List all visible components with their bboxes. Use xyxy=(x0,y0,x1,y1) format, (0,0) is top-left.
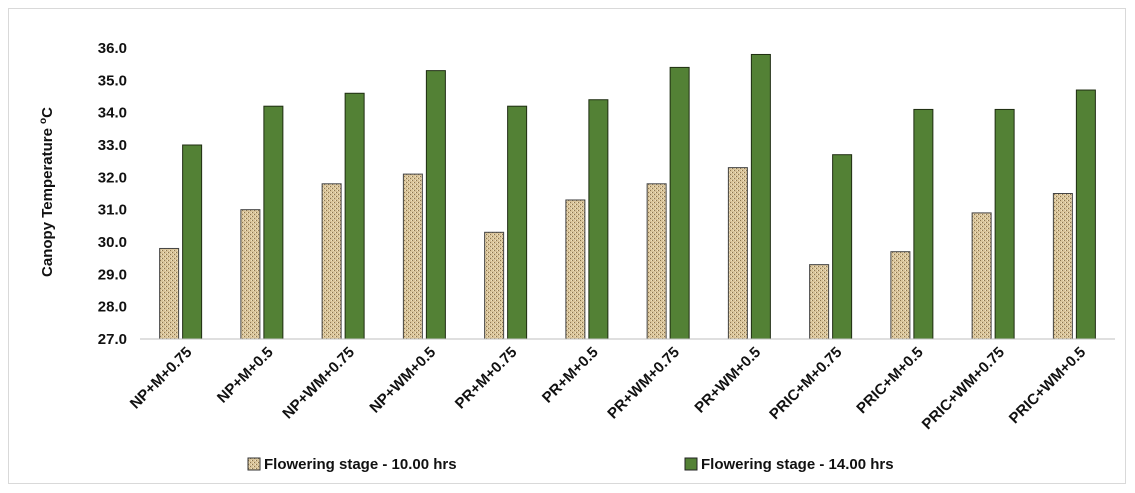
bar-14hrs xyxy=(994,108,1015,340)
bar-14hrs xyxy=(913,108,934,340)
bar-10hrs xyxy=(321,183,342,340)
bar-14hrs xyxy=(182,144,203,340)
x-category-label: PR+WM+0.5 xyxy=(691,344,764,417)
bar-14hrs xyxy=(588,99,609,340)
y-tick-label: 31.0 xyxy=(98,202,127,219)
y-tick-label: 32.0 xyxy=(98,169,127,186)
legend-label-10hrs: Flowering stage - 10.00 hrs xyxy=(264,456,457,473)
bar-14hrs xyxy=(750,53,771,340)
bar-10hrs xyxy=(484,231,505,340)
y-tick-label: 27.0 xyxy=(98,331,127,348)
y-axis-ticks: 27.0 28.0 29.0 30.0 31.0 32.0 33.0 34.0 35.0 36.0 xyxy=(98,40,127,348)
bar-14hrs xyxy=(669,66,690,340)
bar-10hrs xyxy=(890,251,911,340)
x-category-label: PRIC+WM+0.5 xyxy=(1006,344,1089,427)
bar-10hrs xyxy=(727,167,748,340)
y-tick-label: 28.0 xyxy=(98,299,127,316)
bars xyxy=(159,53,1096,340)
bar-10hrs xyxy=(240,209,261,340)
bar-14hrs xyxy=(425,70,446,340)
bar-10hrs xyxy=(1052,193,1073,340)
bar-14hrs xyxy=(344,92,365,340)
bar-10hrs xyxy=(159,247,180,340)
x-category-label: NP+WM+0.5 xyxy=(366,344,439,417)
bar-10hrs xyxy=(646,183,667,340)
bar-10hrs xyxy=(402,173,423,340)
x-category-label: PR+WM+0.75 xyxy=(604,344,683,423)
x-category-label: PRIC+WM+0.75 xyxy=(919,344,1008,433)
y-tick-label: 29.0 xyxy=(98,266,127,283)
bar-10hrs xyxy=(809,264,830,340)
y-tick-label: 34.0 xyxy=(98,105,127,122)
x-category-label: PR+M+0.5 xyxy=(539,344,602,407)
bar-10hrs xyxy=(565,199,586,340)
y-tick-label: 36.0 xyxy=(98,40,127,57)
x-axis-categories: NP+M+0.75 NP+M+0.5 NP+WM+0.75 NP+WM+0.5 PR+M… xyxy=(127,344,1089,433)
x-category-label: NP+WM+0.75 xyxy=(279,344,358,423)
x-category-label: NP+M+0.5 xyxy=(214,344,277,407)
bar-14hrs xyxy=(1075,89,1096,340)
x-category-label: PR+M+0.75 xyxy=(452,344,521,413)
x-category-label: NP+M+0.75 xyxy=(127,344,196,413)
bar-14hrs xyxy=(832,154,853,340)
legend-swatch-14hrs xyxy=(684,457,698,471)
legend: Flowering stage - 10.00 hrs Flowering st… xyxy=(247,456,894,473)
x-category-label: PRIC+M+0.75 xyxy=(766,344,845,423)
x-category-label: PRIC+M+0.5 xyxy=(853,344,926,417)
bar-14hrs xyxy=(263,105,284,340)
bar-10hrs xyxy=(971,212,992,340)
y-axis-label: Canopy TemperatureoC xyxy=(38,107,56,277)
bar-14hrs xyxy=(507,105,528,340)
y-tick-label: 35.0 xyxy=(98,72,127,89)
legend-swatch-10hrs xyxy=(247,457,261,471)
y-tick-label: 30.0 xyxy=(98,234,127,251)
legend-label-14hrs: Flowering stage - 14.00 hrs xyxy=(701,456,894,473)
y-tick-label: 33.0 xyxy=(98,137,127,154)
